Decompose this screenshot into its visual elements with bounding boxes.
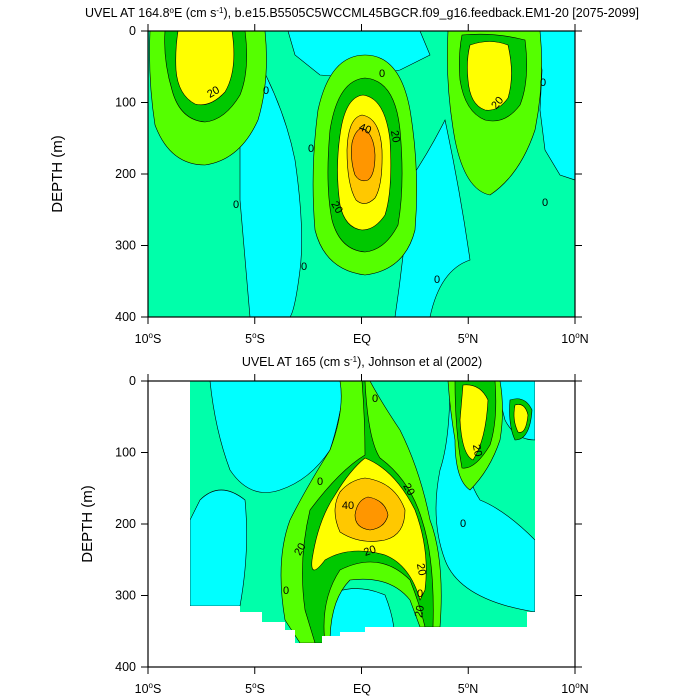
contour-label: 20 bbox=[414, 562, 428, 576]
x-tick-label: 5oN bbox=[458, 681, 478, 696]
panel-1: UVEL AT 164.8oE (cm s-1), b.e15.B5505C5W… bbox=[49, 6, 639, 346]
x-tick-label: 5oN bbox=[458, 331, 478, 346]
panel-2-y-axis: 0 100 200 300 400 DEPTH (m) bbox=[79, 374, 582, 674]
contour-label: 40 bbox=[342, 500, 354, 512]
contour-label: 0 bbox=[283, 585, 289, 597]
panel-2-field bbox=[190, 381, 535, 643]
contour-label: 20 bbox=[413, 604, 427, 618]
contour-label: 20 bbox=[400, 481, 417, 498]
contour-label: 40 bbox=[357, 121, 373, 136]
y-tick-label: 300 bbox=[115, 239, 136, 253]
y-tick-label: 100 bbox=[115, 446, 136, 460]
contour-label: 0 bbox=[301, 261, 307, 273]
contour-label: 20 bbox=[388, 129, 402, 143]
panel-1-y-axis: 0 100 200 300 400 DEPTH (m) bbox=[49, 24, 582, 324]
contour-label: 0 bbox=[233, 199, 239, 211]
p2-band-30-40-northeast bbox=[513, 404, 529, 433]
y-tick-label: 300 bbox=[115, 589, 136, 603]
x-tick-label: 10oN bbox=[561, 681, 588, 696]
p1-band-30-40-west bbox=[175, 31, 235, 106]
x-tick-label: 10oN bbox=[561, 331, 588, 346]
panel-2-title: UVEL AT 165 (cm s-1), Johnson et al (200… bbox=[242, 355, 482, 369]
p2-band-50-60 bbox=[354, 496, 389, 531]
title-2-exp: -1 bbox=[350, 355, 358, 364]
contour-label: 20 bbox=[362, 543, 378, 558]
y-axis-label: DEPTH (m) bbox=[49, 135, 66, 213]
title-1-post: ), b.e15.B5505C5WCCML45BGCR.f09_g16.feed… bbox=[223, 6, 639, 20]
contour-label: 0 bbox=[308, 143, 314, 155]
panel-1-contour-labels: 20 0 0 40 20 0 20 0 0 20 0 0 0 bbox=[205, 68, 548, 286]
contour-label: 0 bbox=[460, 518, 466, 530]
panel-2-contour-labels: 0 40 20 20 20 0 20 0 0 20 0 20 bbox=[283, 393, 484, 619]
x-tick-label: 10oS bbox=[135, 331, 162, 346]
p1-negative-top bbox=[287, 31, 431, 79]
panel-1-title: UVEL AT 164.8oE (cm s-1), b.e15.B5505C5W… bbox=[85, 6, 639, 20]
y-axis-label: DEPTH (m) bbox=[79, 485, 96, 563]
title-1-pre: UVEL AT 164.8 bbox=[85, 6, 170, 20]
p1-band-50-60 bbox=[351, 127, 376, 182]
x-tick-label: EQ bbox=[353, 332, 371, 346]
contour-label: 0 bbox=[317, 476, 323, 488]
x-tick-label: 5oS bbox=[245, 331, 265, 346]
p2-negative-northwest bbox=[209, 381, 346, 493]
y-tick-label: 0 bbox=[129, 374, 136, 388]
contour-label: 0 bbox=[542, 197, 548, 209]
contour-label: 20 bbox=[470, 443, 484, 457]
contour-label: 0 bbox=[434, 274, 440, 286]
title-1-mid: E (cm s bbox=[174, 6, 216, 20]
contour-label: 20 bbox=[328, 199, 345, 216]
contour-label: 0 bbox=[379, 68, 385, 80]
panel-1-field bbox=[148, 31, 575, 317]
contour-label: 20 bbox=[205, 84, 222, 101]
title-2-pre: UVEL AT 165 (cm s bbox=[242, 355, 350, 369]
p2-band-30-40-north bbox=[459, 384, 489, 461]
panel-2: UVEL AT 165 (cm s-1), Johnson et al (200… bbox=[79, 355, 589, 696]
y-tick-label: 200 bbox=[115, 167, 136, 181]
contour-label: 20 bbox=[292, 541, 309, 558]
y-tick-label: 400 bbox=[115, 310, 136, 324]
panel-1-x-axis: 10oS 5oS EQ 5oN 10oN bbox=[135, 24, 589, 346]
contour-label: 0 bbox=[372, 393, 378, 405]
title-1-exp: -1 bbox=[216, 6, 224, 15]
contour-label: 0 bbox=[417, 588, 423, 600]
p1-negative-north bbox=[394, 119, 471, 317]
y-tick-label: 200 bbox=[115, 517, 136, 531]
y-tick-label: 100 bbox=[115, 96, 136, 110]
x-tick-label: EQ bbox=[353, 682, 371, 696]
contour-label: 0 bbox=[263, 85, 269, 97]
x-tick-label: 5oS bbox=[245, 681, 265, 696]
p1-band-30-40-east bbox=[467, 41, 512, 111]
contour-label: 0 bbox=[540, 77, 546, 89]
x-tick-label: 10oS bbox=[135, 681, 162, 696]
p2-negative-southwest bbox=[190, 489, 247, 607]
title-1-degree: o bbox=[170, 6, 175, 15]
y-tick-label: 400 bbox=[115, 660, 136, 674]
title-2-post: ), Johnson et al (2002) bbox=[357, 355, 482, 369]
panel-2-x-axis: 10oS 5oS EQ 5oN 10oN bbox=[135, 374, 589, 696]
y-tick-label: 0 bbox=[129, 24, 136, 38]
